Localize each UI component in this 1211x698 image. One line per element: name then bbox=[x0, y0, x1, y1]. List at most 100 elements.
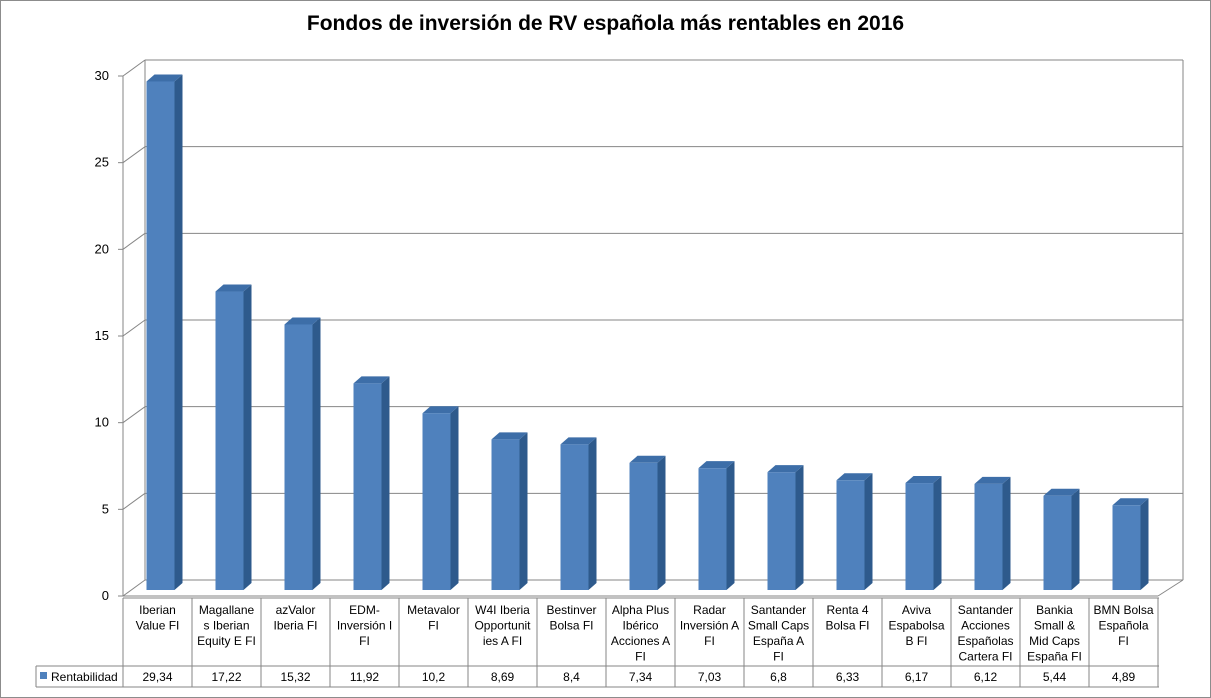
bar-side bbox=[795, 465, 804, 590]
bar-front bbox=[353, 383, 382, 590]
bar-side bbox=[726, 461, 735, 590]
bar-front bbox=[491, 439, 520, 590]
bar-top bbox=[1043, 488, 1080, 496]
bar-side bbox=[519, 432, 528, 590]
bar bbox=[284, 317, 321, 590]
bar-front bbox=[767, 472, 796, 590]
bar-side bbox=[450, 406, 459, 590]
category-label: Iberian Value FI bbox=[136, 603, 180, 633]
bar-front bbox=[1043, 495, 1072, 590]
bar-front bbox=[422, 413, 451, 590]
bar bbox=[491, 432, 528, 590]
gridline-depth bbox=[122, 319, 146, 337]
value-label: 11,92 bbox=[350, 670, 379, 684]
y-tick-label: 15 bbox=[95, 328, 109, 343]
bar-side bbox=[864, 473, 873, 590]
category-label: Magallane s Iberian Equity E FI bbox=[197, 603, 256, 648]
category-label: EDM-Inversión I FI bbox=[337, 603, 392, 648]
value-label: 15,32 bbox=[280, 670, 310, 684]
bar bbox=[215, 284, 252, 590]
bar bbox=[905, 476, 942, 590]
value-label: 5,44 bbox=[1043, 670, 1067, 684]
bar bbox=[767, 465, 804, 590]
bar-front bbox=[560, 444, 589, 590]
y-tick-label: 0 bbox=[102, 588, 109, 603]
bar-top bbox=[905, 476, 942, 484]
bar-front bbox=[974, 483, 1003, 590]
data-table: Iberian Value FI Magallane s Iberian Equity … bbox=[35, 597, 1159, 688]
bar-top bbox=[284, 317, 321, 325]
gridline-depth bbox=[122, 579, 146, 597]
bar-side bbox=[174, 74, 183, 590]
bar-side bbox=[933, 476, 942, 590]
bar-top bbox=[836, 473, 873, 481]
bar-top bbox=[1112, 498, 1149, 506]
bar bbox=[146, 74, 183, 590]
bar-side bbox=[1071, 488, 1080, 590]
category-label: Santander Small Caps España A FI bbox=[748, 603, 809, 664]
bar bbox=[353, 376, 390, 590]
category-label: Santander Acciones Españolas Cartera FI bbox=[957, 603, 1013, 664]
bar-front bbox=[836, 480, 865, 590]
bars bbox=[146, 74, 1149, 590]
bar-top bbox=[974, 476, 1011, 484]
bar-front bbox=[629, 462, 658, 590]
bar-top bbox=[215, 284, 252, 292]
bar bbox=[974, 476, 1011, 590]
legend-label: Rentabilidad bbox=[51, 670, 118, 684]
gridline-depth bbox=[122, 59, 146, 77]
floor-right-edge bbox=[1157, 579, 1184, 597]
value-label: 8,69 bbox=[491, 670, 515, 684]
category-label: BMN Bolsa Española FI bbox=[1093, 603, 1153, 648]
bar-front bbox=[698, 468, 727, 590]
bar-front bbox=[146, 81, 175, 590]
bar-top bbox=[422, 406, 459, 414]
bar-front bbox=[284, 324, 313, 590]
bar-top bbox=[698, 461, 735, 469]
bar bbox=[698, 461, 735, 590]
y-axis: 0 5 10 15 20 25 30 bbox=[95, 60, 1184, 603]
bar-top bbox=[560, 437, 597, 445]
gridline-depth bbox=[122, 232, 146, 250]
category-label: azValor Iberia FI bbox=[273, 603, 317, 633]
y-tick-label: 5 bbox=[102, 501, 109, 516]
bar-side bbox=[588, 437, 597, 590]
value-label: 6,33 bbox=[836, 670, 860, 684]
bar-top bbox=[767, 465, 804, 473]
bar-top bbox=[491, 432, 528, 440]
category-label: Aviva Espabolsa B FI bbox=[888, 603, 944, 648]
bar-front bbox=[215, 291, 244, 590]
y-tick-label: 20 bbox=[95, 241, 109, 256]
legend-swatch bbox=[40, 672, 47, 679]
bar-front bbox=[905, 483, 934, 590]
value-label: 7,34 bbox=[629, 670, 653, 684]
bar-top bbox=[353, 376, 390, 384]
y-tick-label: 10 bbox=[95, 415, 109, 430]
bar bbox=[560, 437, 597, 590]
bar-side bbox=[657, 455, 666, 590]
category-label: Renta 4 Bolsa FI bbox=[825, 603, 869, 633]
bar bbox=[629, 455, 666, 590]
value-label: 29,34 bbox=[142, 670, 172, 684]
bar-top bbox=[629, 455, 666, 463]
value-label: 4,89 bbox=[1112, 670, 1136, 684]
bar-side bbox=[381, 376, 390, 590]
value-label: 6,8 bbox=[770, 670, 787, 684]
value-label: 6,17 bbox=[905, 670, 929, 684]
value-label: 8,4 bbox=[563, 670, 580, 684]
y-tick-label: 25 bbox=[95, 155, 109, 170]
bar bbox=[836, 473, 873, 590]
bar bbox=[1043, 488, 1080, 590]
bar-front bbox=[1112, 505, 1141, 590]
bar-side bbox=[243, 284, 252, 590]
category-label: Metavalor FI bbox=[407, 603, 460, 633]
category-label: Alpha Plus Ibérico Acciones A FI bbox=[611, 603, 670, 664]
gridline-depth bbox=[122, 146, 146, 164]
bar-side bbox=[1002, 476, 1011, 590]
gridline-depth bbox=[122, 492, 146, 510]
category-label: W4I Iberia Opportunit ies A FI bbox=[474, 603, 531, 648]
value-label: 17,22 bbox=[211, 670, 241, 684]
y-tick-label: 30 bbox=[95, 68, 109, 83]
category-label: Radar Inversión A FI bbox=[680, 603, 739, 648]
